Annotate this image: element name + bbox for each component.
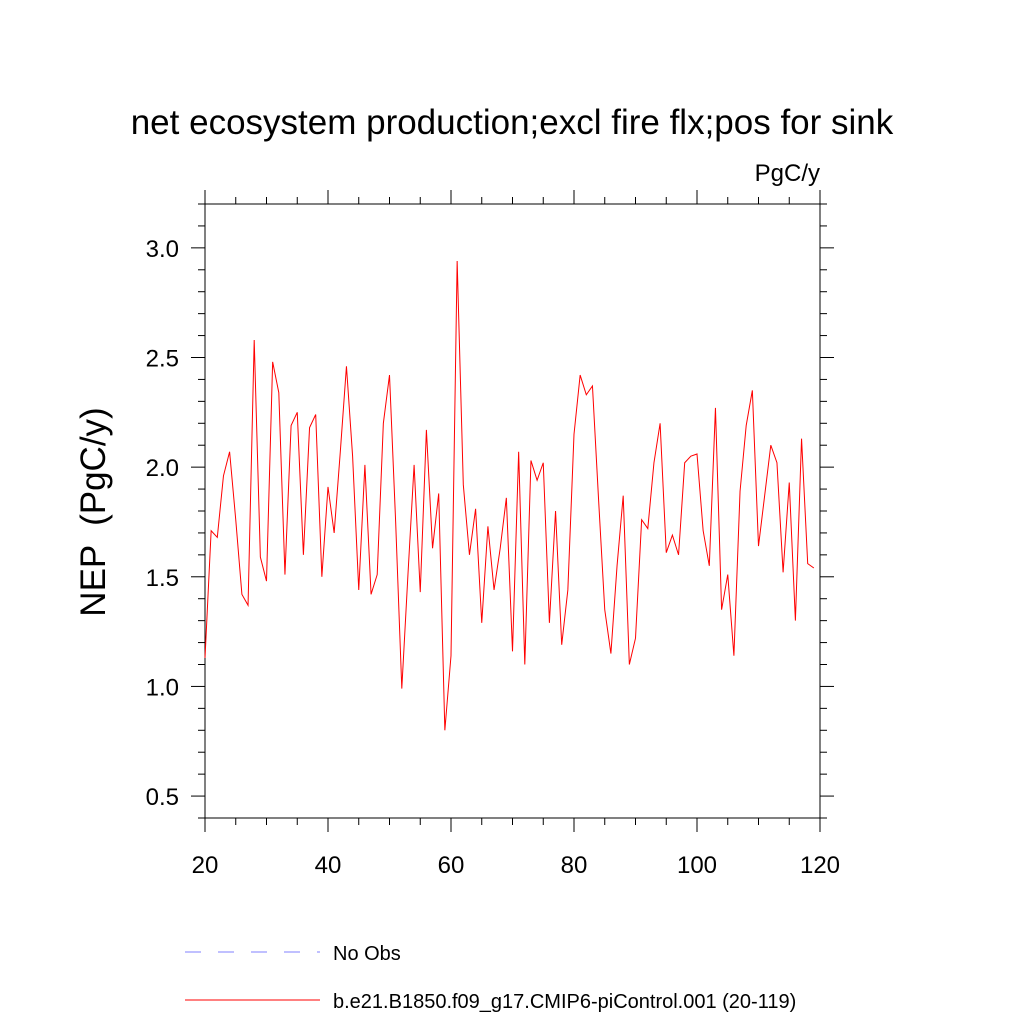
y-tick-label: 1.0 <box>146 674 179 701</box>
y-tick-label: 2.5 <box>146 346 179 373</box>
y-tick-label: 1.5 <box>146 565 179 592</box>
x-tick-label: 40 <box>315 852 342 879</box>
y-axis-label: NEP (PgC/y) <box>74 407 113 616</box>
legend-label: b.e21.B1850.f09_g17.CMIP6-piControl.001 … <box>333 991 796 1013</box>
y-tick-label: 2.0 <box>146 455 179 482</box>
legend: No Obs b.e21.B1850.f09_g17.CMIP6-piContro… <box>185 943 796 1013</box>
y-tick-label: 3.0 <box>146 236 179 263</box>
x-tick-label: 20 <box>192 852 219 879</box>
y-tick-label: 0.5 <box>146 784 179 811</box>
x-tick-label: 120 <box>800 852 840 879</box>
x-tick-label: 80 <box>561 852 588 879</box>
x-tick-label: 60 <box>438 852 465 879</box>
x-tick-label: 100 <box>677 852 717 879</box>
plot-frame <box>204 203 821 819</box>
legend-label: No Obs <box>333 943 401 965</box>
chart-title: net ecosystem production;excl fire flx;p… <box>131 103 894 142</box>
plot-area: 20 40 60 80 100 120 0.5 1.0 1.5 2.0 2.5 3.0 <box>146 190 840 879</box>
units-label: PgC/y <box>755 160 820 187</box>
series-line <box>204 260 815 731</box>
